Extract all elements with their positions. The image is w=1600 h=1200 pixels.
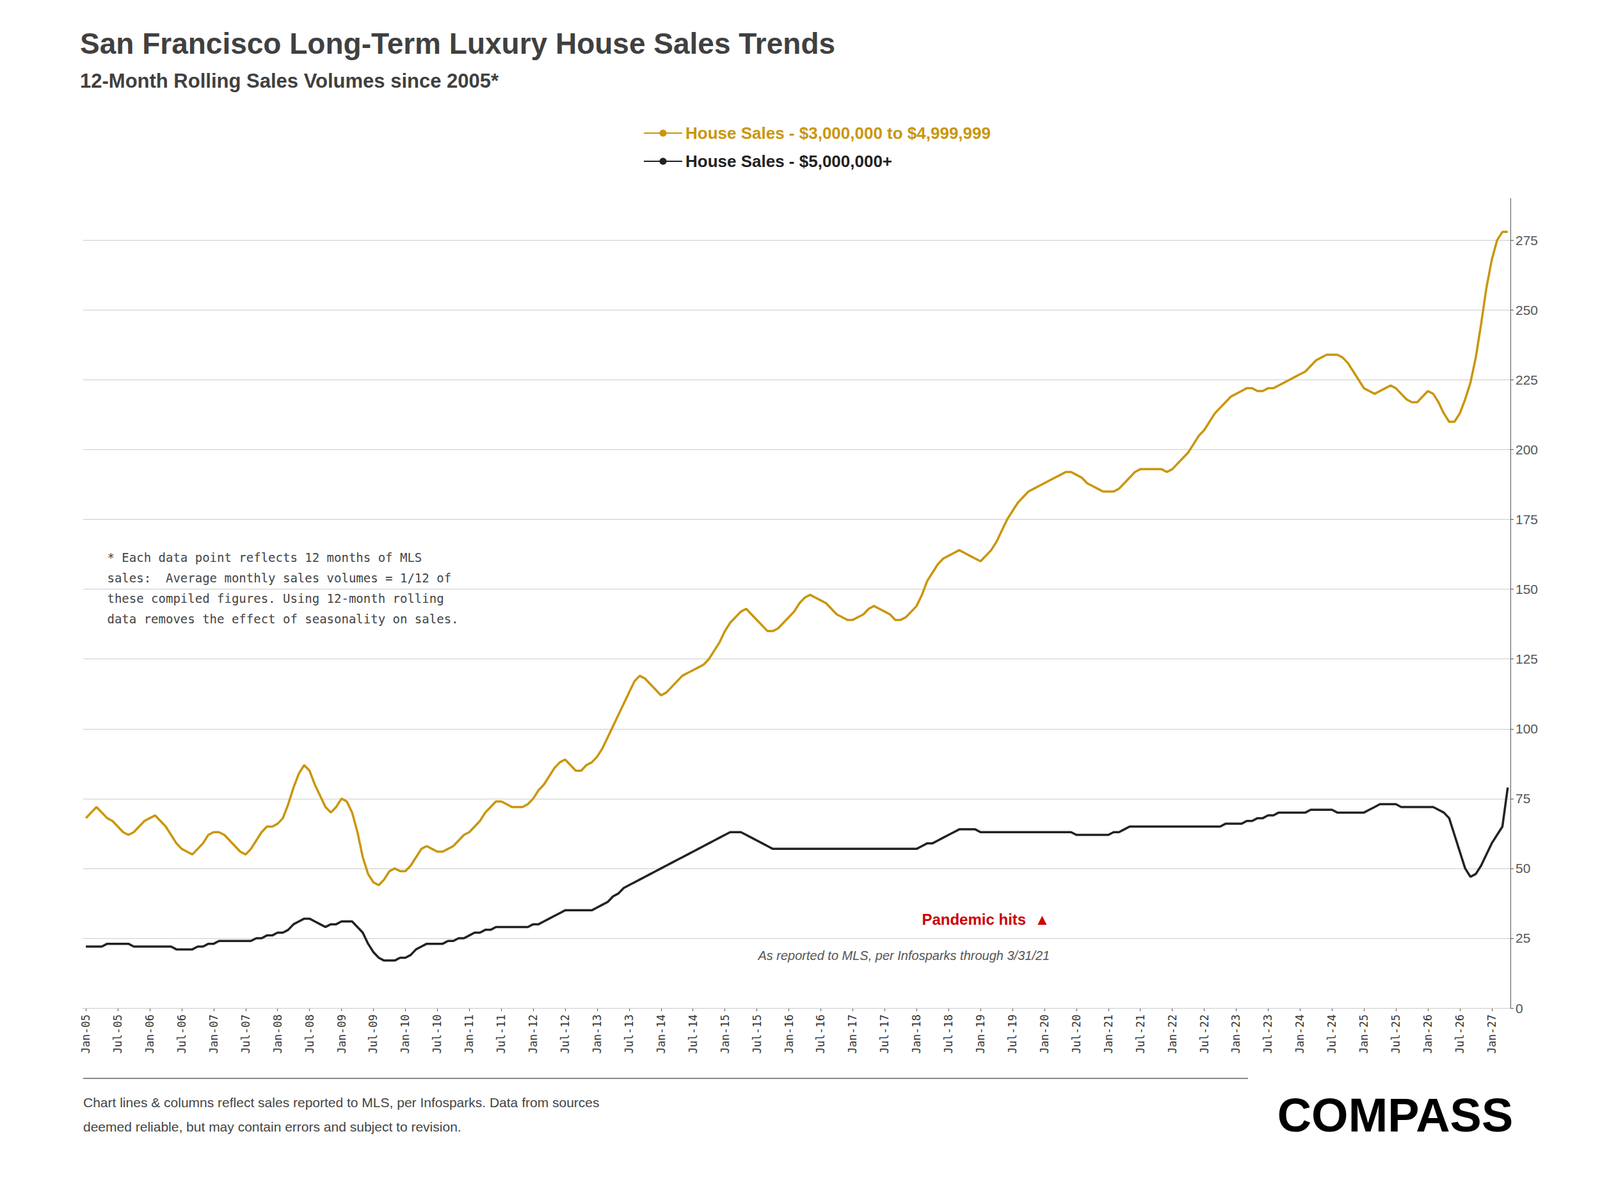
svg-text:sales: Average monthly sales: sales: Average monthly sales volumes = 1… <box>106 570 452 585</box>
svg-text:Jul-05: Jul-05 <box>111 1014 125 1054</box>
svg-text:Jul-17: Jul-17 <box>878 1014 891 1054</box>
svg-text:0: 0 <box>1515 1000 1524 1016</box>
svg-text:Jul-13: Jul-13 <box>622 1014 636 1054</box>
svg-text:Jan-06: Jan-06 <box>143 1014 157 1054</box>
svg-text:Jan-18: Jan-18 <box>910 1014 923 1054</box>
svg-text:Jan-25: Jan-25 <box>1357 1014 1371 1054</box>
svg-text:Jan-15: Jan-15 <box>718 1014 732 1054</box>
svg-text:125: 125 <box>1515 651 1538 667</box>
svg-text:Jul-24: Jul-24 <box>1325 1014 1339 1054</box>
svg-text:data removes the effect of sea: data removes the effect of seasonality o… <box>106 611 459 626</box>
svg-text:* Each data point reflects 12: * Each data point reflects 12 months of … <box>106 550 422 565</box>
svg-text:Jan-09: Jan-09 <box>335 1014 349 1054</box>
svg-text:Jan-13: Jan-13 <box>590 1014 604 1054</box>
svg-text:Jan-26: Jan-26 <box>1421 1014 1435 1054</box>
svg-text:75: 75 <box>1515 791 1531 806</box>
svg-text:Jul-11: Jul-11 <box>494 1014 508 1054</box>
svg-text:deemed reliable, but may conta: deemed reliable, but may contain errors … <box>83 1119 462 1135</box>
svg-text:Jul-21: Jul-21 <box>1134 1014 1147 1054</box>
svg-text:Jul-10: Jul-10 <box>430 1014 444 1054</box>
svg-text:12-Month Rolling Sales Volumes: 12-Month Rolling Sales Volumes since 200… <box>80 69 500 93</box>
svg-text:Jul-25: Jul-25 <box>1389 1014 1403 1054</box>
svg-text:Jan-24: Jan-24 <box>1293 1014 1307 1054</box>
svg-text:Jul-07: Jul-07 <box>239 1014 253 1054</box>
svg-text:200: 200 <box>1515 442 1538 457</box>
svg-text:Chart lines & columns reflect: Chart lines & columns reflect sales repo… <box>83 1095 600 1110</box>
svg-text:COMPASS: COMPASS <box>1277 1088 1514 1142</box>
svg-text:Jan-27: Jan-27 <box>1485 1014 1499 1054</box>
svg-text:Jul-18: Jul-18 <box>942 1014 955 1054</box>
svg-text:Jul-19: Jul-19 <box>1006 1014 1019 1054</box>
svg-text:150: 150 <box>1515 581 1538 597</box>
svg-text:Jan-14: Jan-14 <box>654 1014 668 1054</box>
svg-text:Jul-14: Jul-14 <box>686 1014 700 1054</box>
svg-text:Pandemic hits ▲: Pandemic hits ▲ <box>921 910 1050 928</box>
svg-text:175: 175 <box>1515 512 1538 527</box>
svg-text:Jul-16: Jul-16 <box>814 1014 827 1054</box>
svg-text:Jul-23: Jul-23 <box>1261 1014 1275 1054</box>
svg-text:San Francisco Long-Term Luxury: San Francisco Long-Term Luxury House Sal… <box>80 26 836 61</box>
svg-text:House Sales - $5,000,000+: House Sales - $5,000,000+ <box>685 151 893 171</box>
svg-text:Jan-05: Jan-05 <box>79 1014 93 1054</box>
svg-text:25: 25 <box>1515 930 1531 946</box>
svg-text:Jul-08: Jul-08 <box>303 1014 317 1054</box>
svg-text:Jan-11: Jan-11 <box>462 1014 476 1054</box>
svg-text:Jul-22: Jul-22 <box>1198 1014 1211 1054</box>
svg-text:225: 225 <box>1515 372 1538 388</box>
svg-text:100: 100 <box>1515 721 1538 736</box>
svg-text:275: 275 <box>1515 232 1538 248</box>
svg-text:Jan-07: Jan-07 <box>207 1014 221 1054</box>
svg-text:Jan-19: Jan-19 <box>974 1014 987 1054</box>
svg-text:250: 250 <box>1515 302 1538 318</box>
svg-text:Jan-08: Jan-08 <box>271 1014 285 1054</box>
svg-text:Jan-12: Jan-12 <box>526 1014 540 1054</box>
svg-text:Jan-20: Jan-20 <box>1038 1014 1051 1054</box>
svg-text:As reported to MLS, per Infosp: As reported to MLS, per Infosparks throu… <box>757 948 1050 963</box>
svg-text:Jul-06: Jul-06 <box>175 1014 189 1054</box>
svg-text:Jul-12: Jul-12 <box>558 1014 572 1054</box>
svg-text:Jan-17: Jan-17 <box>846 1014 859 1054</box>
svg-text:Jul-15: Jul-15 <box>750 1014 764 1054</box>
svg-text:Jan-21: Jan-21 <box>1102 1014 1115 1054</box>
svg-text:Jan-22: Jan-22 <box>1166 1014 1179 1054</box>
svg-text:these compiled figures. Using: these compiled figures. Using 12-month r… <box>106 591 444 606</box>
svg-text:Jul-26: Jul-26 <box>1453 1014 1467 1054</box>
svg-text:Jul-09: Jul-09 <box>366 1014 380 1054</box>
svg-text:Jan-16: Jan-16 <box>782 1014 796 1054</box>
svg-text:House Sales - $3,000,000 to $4: House Sales - $3,000,000 to $4,999,999 <box>685 123 991 143</box>
svg-text:50: 50 <box>1515 860 1531 876</box>
svg-text:Jan-23: Jan-23 <box>1229 1014 1243 1054</box>
svg-text:Jan-10: Jan-10 <box>398 1014 412 1054</box>
svg-text:Jul-20: Jul-20 <box>1070 1014 1083 1054</box>
